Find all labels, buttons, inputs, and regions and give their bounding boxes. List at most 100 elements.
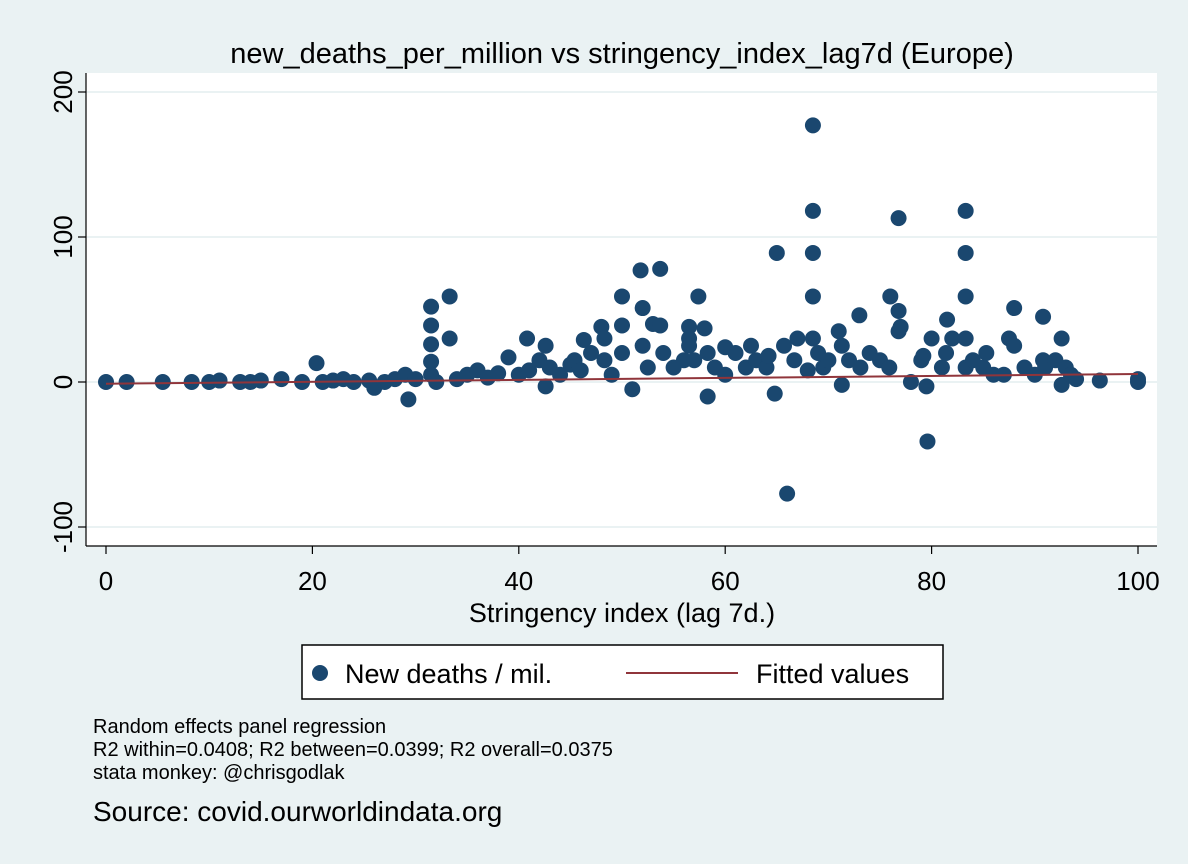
scatter-point [939, 311, 956, 328]
scatter-point [696, 320, 713, 337]
scatter-point [118, 374, 135, 390]
scatter-point [944, 330, 961, 347]
source-note: Source: covid.ourworldindata.org [93, 796, 503, 827]
scatter-point [308, 355, 325, 372]
scatter-point [841, 352, 858, 369]
scatter-point [804, 330, 821, 347]
scatter-point [652, 260, 669, 277]
scatter-point [537, 378, 554, 395]
scatter-point [1035, 308, 1052, 325]
note-credit: stata monkey: @chrisgodlak [93, 762, 345, 784]
scatter-point [978, 345, 995, 361]
scatter-point [918, 378, 935, 395]
scatter-point [768, 244, 785, 261]
scatter-point [957, 244, 974, 261]
y-tick-label: 0 [48, 375, 78, 389]
scatter-point [400, 391, 417, 408]
scatter-point [652, 317, 669, 334]
scatter-point [500, 349, 517, 366]
x-tick-label: 0 [99, 566, 113, 596]
scatter-point [681, 337, 698, 354]
scatter-point [603, 366, 620, 383]
scatter-point [423, 298, 440, 315]
scatter-point [639, 359, 656, 376]
x-tick-label: 20 [298, 566, 327, 596]
x-tick-label: 60 [711, 566, 740, 596]
scatter-point [727, 345, 744, 361]
scatter-point [428, 374, 445, 390]
fitted-line [105, 373, 1139, 385]
x-tick-label: 100 [1116, 566, 1159, 596]
scatter-point [852, 359, 869, 376]
scatter-point [923, 330, 940, 347]
scatter-point [634, 337, 651, 354]
scatter-point [596, 330, 613, 347]
scatter-point [915, 347, 932, 364]
scatter-point [1006, 337, 1023, 354]
scatter-point [804, 288, 821, 305]
x-tick-label: 80 [917, 566, 946, 596]
scatter-point [1053, 330, 1070, 347]
scatter-point [634, 300, 651, 317]
scatter-point [273, 371, 290, 388]
scatter-point [957, 202, 974, 219]
scatter-point [799, 362, 816, 379]
chart-title: new_deaths_per_million vs stringency_ind… [230, 38, 1013, 70]
scatter-point [882, 288, 899, 305]
scatter-point [154, 374, 171, 390]
scatter-point [655, 345, 672, 361]
scatter-point [938, 345, 955, 361]
scatter-point [833, 337, 850, 354]
scatter-point [699, 345, 716, 361]
scatter-point [519, 330, 536, 347]
scatter-point [833, 376, 850, 393]
scatter-point [766, 385, 783, 402]
scatter-point [890, 210, 907, 227]
scatter-point [804, 117, 821, 134]
scatter-point [1130, 371, 1146, 388]
scatter-point [881, 359, 898, 376]
scatter-point [441, 288, 458, 305]
y-tick-label: -100 [48, 501, 78, 553]
scatter-point [776, 337, 793, 354]
scatter-point [537, 337, 554, 354]
scatter-point [575, 331, 592, 348]
scatter-point [690, 288, 707, 305]
scatter-point [699, 388, 716, 405]
x-axis-label: Stringency index (lag 7d.) [469, 598, 775, 628]
scatter-point [789, 330, 806, 347]
scatter-point [423, 336, 440, 353]
scatter-point [804, 244, 821, 261]
x-tick-label: 40 [504, 566, 533, 596]
scatter-point [919, 433, 936, 450]
scatter-point [423, 317, 440, 334]
scatter-point [851, 307, 868, 324]
legend-label-fit: Fitted values [756, 659, 909, 689]
scatter-point [490, 365, 507, 382]
scatter-point [521, 362, 538, 379]
scatter-point [596, 352, 613, 369]
scatter-point [786, 352, 803, 369]
legend-marker-points [312, 665, 328, 681]
scatter-point [760, 347, 777, 364]
y-tick-label: 200 [48, 70, 78, 113]
scatter-point [407, 371, 424, 388]
plot-area [86, 73, 1157, 546]
scatter-point [957, 288, 974, 305]
scatter-point [624, 381, 641, 398]
scatter-point [804, 202, 821, 219]
scatter-point [211, 372, 228, 389]
scatter-point [933, 359, 950, 376]
scatter-point [98, 374, 114, 390]
scatter-point [1091, 372, 1108, 389]
scatter-point [583, 345, 600, 361]
scatter-point [614, 345, 630, 361]
scatter-point [681, 318, 698, 335]
scatter-point [1068, 371, 1085, 388]
scatter-point [632, 262, 649, 279]
scatter-point [820, 352, 837, 369]
scatter-point [252, 372, 269, 389]
legend-box [301, 644, 944, 700]
scatter-point [1006, 300, 1023, 317]
